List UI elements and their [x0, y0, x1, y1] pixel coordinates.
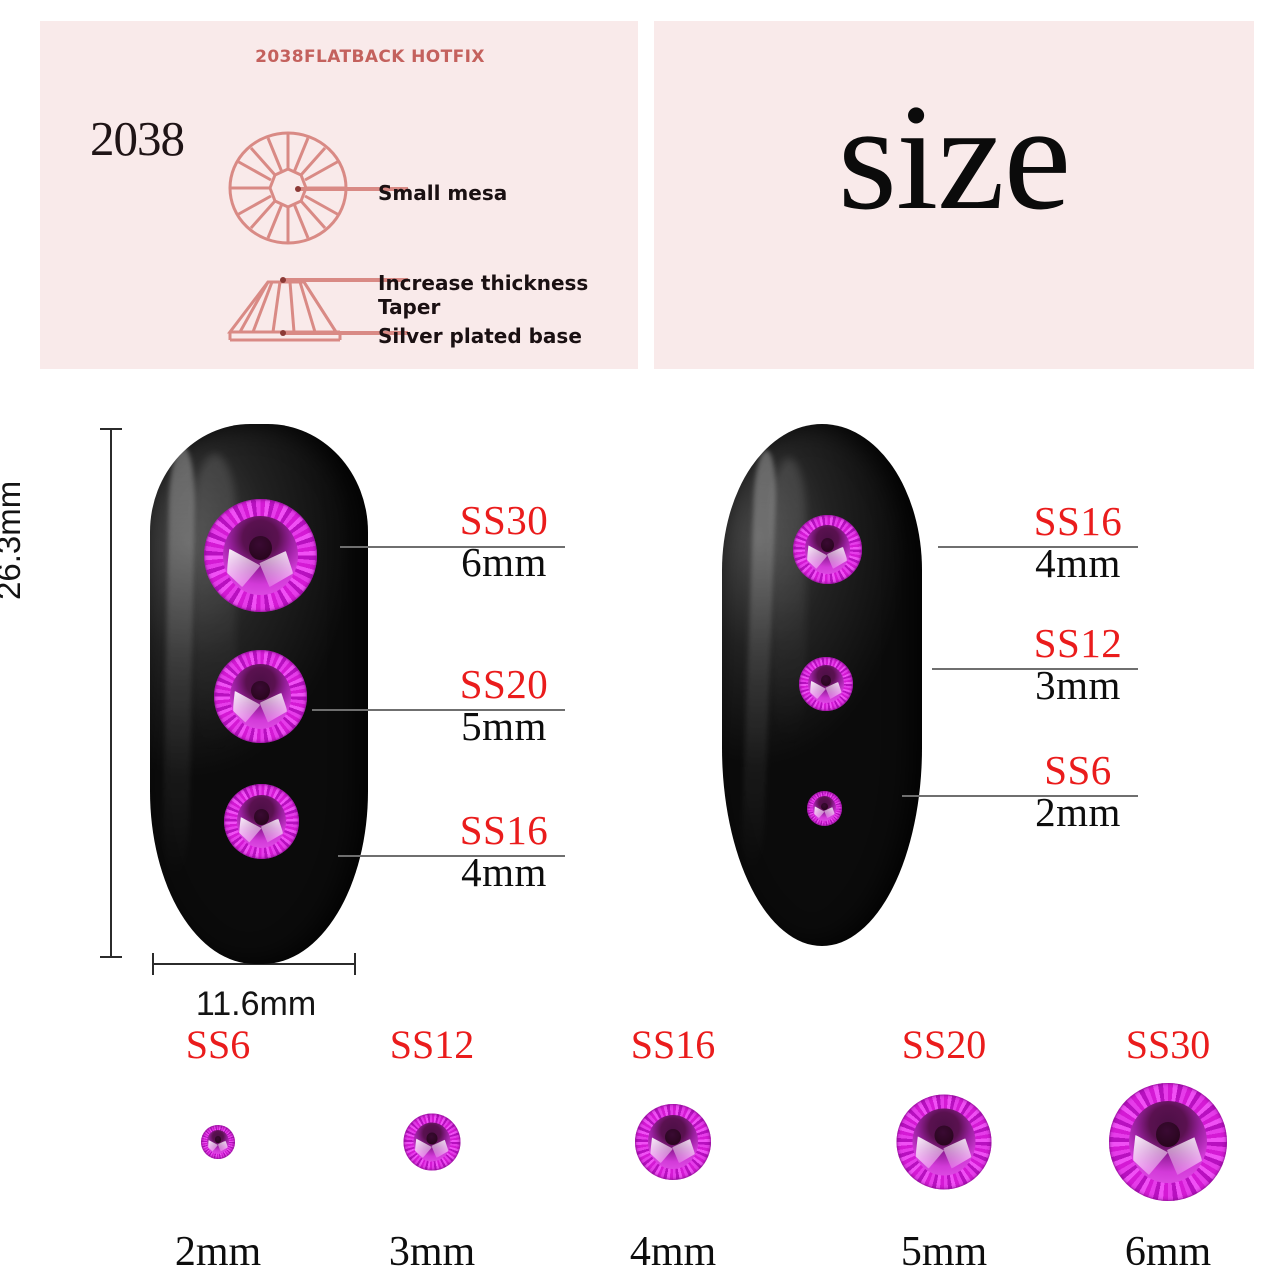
callout-ss30-size: 6mm — [461, 539, 547, 585]
callout-ss16-right-code: SS16 — [1033, 498, 1123, 544]
callout-line-ss20 — [312, 709, 565, 711]
label-taper: Taper — [378, 295, 441, 319]
size-chart-stone-ss16 — [635, 1104, 711, 1180]
size-chart-stone-ss6 — [201, 1125, 235, 1159]
callout-ss16-right: SS16 4mm — [1018, 498, 1138, 586]
diagram-title: 2038FLATBACK HOTFIX — [255, 47, 485, 67]
rhinestone-ss6-on-nail-right — [807, 791, 842, 826]
width-dimension-line — [152, 963, 356, 965]
size-chart-ss20-code: SS20 — [901, 1022, 987, 1067]
size-chart-ss12-code: SS12 — [389, 1022, 475, 1067]
leader-line-increase-thickness — [283, 278, 408, 282]
size-chart-row: SS6 2mm SS12 3mm SS16 4mm SS20 — [60, 1024, 1250, 1274]
callout-ss6: SS6 2mm — [1018, 747, 1138, 835]
size-chart-ss30-code: SS30 — [1125, 1022, 1211, 1067]
size-chart-ss20-size: 5mm — [900, 1229, 988, 1275]
leader-line-silver-plated-base — [283, 331, 408, 335]
width-dimension-label: 11.6mm — [195, 985, 317, 1023]
rhinestone-ss20-on-nail — [214, 650, 307, 743]
callout-ss12: SS12 3mm — [1018, 620, 1138, 708]
callout-ss16-right-size: 4mm — [1035, 540, 1121, 586]
size-heading-text: size — [837, 73, 1071, 241]
callout-ss6-size: 2mm — [1035, 789, 1121, 835]
size-chart-ss30-size: 6mm — [1124, 1229, 1212, 1275]
size-chart-item-ss30: SS30 6mm — [1068, 1024, 1268, 1274]
callout-ss20-code: SS20 — [459, 661, 549, 707]
callout-line-ss16-right — [938, 546, 1138, 548]
size-chart-ss6-code: SS6 — [185, 1022, 251, 1067]
label-increase-thickness: Increase thickness — [378, 271, 589, 295]
callout-line-ss16-left — [338, 855, 565, 857]
callout-ss6-code: SS6 — [1044, 747, 1112, 793]
size-chart-item-ss12: SS12 3mm — [332, 1022, 532, 1275]
size-chart-item-ss16: SS16 4mm — [573, 1022, 773, 1275]
callout-ss30: SS30 6mm — [444, 497, 564, 585]
size-chart-item-ss20: SS20 5mm — [844, 1024, 1044, 1274]
rhinestone-ss16-on-nail-right — [793, 515, 862, 584]
nail-gloss-secondary-right — [772, 458, 806, 748]
size-chart-ss16-code: SS16 — [630, 1022, 716, 1067]
leader-dot-silver-plated-base — [280, 330, 286, 336]
callout-ss12-code: SS12 — [1033, 620, 1123, 666]
size-chart-ss16-size: 4mm — [629, 1229, 717, 1275]
nail-swatch-right — [722, 424, 922, 946]
callout-line-ss12 — [932, 668, 1138, 670]
callout-ss16-left-code: SS16 — [459, 807, 549, 853]
width-dimension-cap-right — [354, 953, 356, 975]
size-heading-panel: size — [654, 21, 1254, 369]
width-dimension-cap-left — [152, 953, 154, 975]
leader-line-small-mesa — [298, 187, 408, 191]
leader-dot-small-mesa — [295, 186, 301, 192]
size-chart-stone-ss30 — [1109, 1083, 1227, 1201]
callout-ss16-left: SS16 4mm — [444, 807, 564, 895]
size-chart-stone-ss12 — [403, 1113, 461, 1171]
rhinestone-ss16-on-nail — [224, 784, 299, 859]
height-dimension-cap-top — [100, 428, 122, 430]
nail-swatch-left — [150, 424, 368, 964]
callout-ss20: SS20 5mm — [444, 661, 564, 749]
label-small-mesa: Small mesa — [378, 181, 508, 205]
size-chart-ss6-size: 2mm — [174, 1229, 262, 1275]
size-chart-item-ss6: SS6 2mm — [118, 1022, 318, 1275]
callout-ss12-size: 3mm — [1035, 662, 1121, 708]
size-chart-ss12-size: 3mm — [388, 1229, 476, 1275]
diagram-product-code: 2038 — [90, 111, 185, 166]
callout-ss16-left-size: 4mm — [461, 849, 547, 895]
callout-ss30-code: SS30 — [459, 497, 549, 543]
height-dimension-cap-bottom — [100, 956, 122, 958]
label-silver-plated-base: Silver plated base — [378, 324, 582, 348]
leader-dot-increase-thickness — [280, 277, 286, 283]
callout-line-ss6 — [902, 795, 1138, 797]
rhinestone-ss30-on-nail — [204, 499, 317, 612]
callout-ss20-size: 5mm — [461, 703, 547, 749]
height-dimension-label: 26.3mm — [0, 480, 27, 600]
callout-line-ss30 — [340, 546, 565, 548]
flatback-diagram-panel: 2038FLATBACK HOTFIX 2038 — [40, 21, 638, 369]
rhinestone-ss12-on-nail-right — [799, 657, 853, 711]
size-chart-stone-ss20 — [896, 1094, 992, 1190]
flatback-side-view-icon — [226, 280, 342, 342]
height-dimension-line — [110, 428, 112, 958]
